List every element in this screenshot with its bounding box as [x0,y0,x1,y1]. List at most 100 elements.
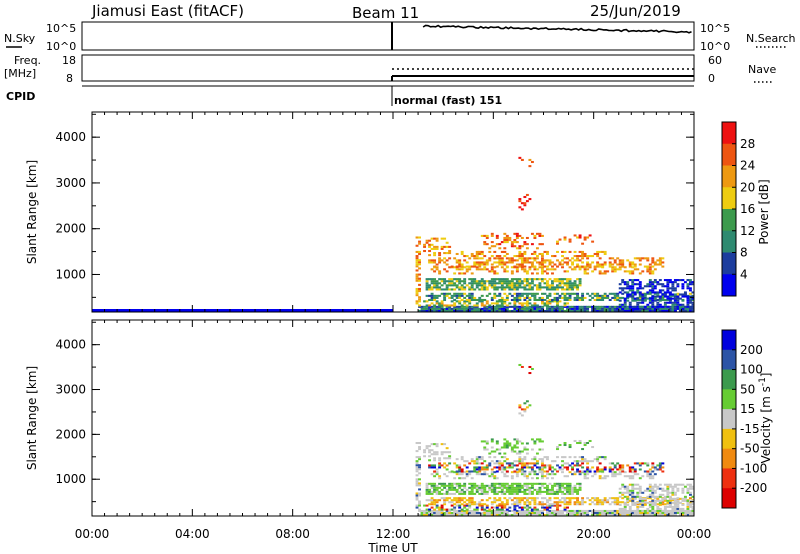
power-cell [591,305,595,308]
velocity-cell [458,473,462,476]
velocity-cell [571,513,574,516]
power-cell [673,307,677,310]
velocity-cell [523,490,527,493]
velocity-cell [430,497,434,500]
power-cell [490,286,494,289]
power-cell [608,298,612,302]
velocity-cell [538,509,542,512]
velocity-cell [485,506,489,509]
velocity-cell [480,499,484,502]
power-cell [515,307,519,310]
power-cell [498,243,502,246]
velocity-cell [530,508,534,511]
velocity-cell [551,460,554,463]
power-cell [591,270,595,273]
velocity-cell [470,470,474,473]
power-cell [505,294,509,297]
velocity-cell [428,445,432,448]
colorbar-tick-label: 16 [740,202,755,216]
power-cell [688,281,692,284]
power-cell [601,307,605,310]
velocity-cell [500,484,504,487]
velocity-cell [533,499,537,502]
velocity-cell [668,495,672,498]
velocity-cell [603,475,607,478]
power-cell [561,266,564,269]
power-cell [553,280,557,283]
power-cell [510,259,514,262]
velocity-cell [551,470,554,473]
velocity-cell [628,497,632,500]
velocity-cell [435,513,439,516]
power-cell [656,281,660,284]
velocity-cell [601,468,605,471]
velocity-cell [525,511,529,514]
power-cell [505,252,509,256]
power-cell [688,309,692,312]
velocity-cell [528,404,532,407]
velocity-cell [601,477,605,480]
power-cell [535,261,539,264]
velocity-cell [533,488,537,491]
velocity-cell [691,505,695,508]
power-cell [455,309,459,312]
velocity-cell [468,499,472,502]
velocity-cell [453,471,457,474]
velocity-cell [538,513,542,516]
velocity-cell [523,470,527,473]
power-cell [453,298,457,302]
power-cell [430,286,434,289]
power-cell [480,268,484,271]
velocity-cell [548,506,552,509]
power-cell [505,280,509,283]
power-cell [513,255,517,258]
y-tick-label: 2000 [55,427,86,441]
power-cell [583,236,587,239]
velocity-cell [475,460,479,463]
velocity-cell [540,482,544,485]
power-cell [468,309,472,312]
velocity-cell [453,492,457,495]
velocity-cell [581,511,585,514]
power-cell [518,250,522,253]
velocity-cell [631,491,635,494]
power-cell [520,202,524,205]
power-cell [538,298,542,302]
velocity-cell [628,483,632,486]
velocity-cell [646,473,650,476]
power-cell [578,298,582,302]
power-cell [520,245,524,248]
velocity-cell [433,459,437,462]
velocity-cell [443,511,447,514]
power-cell [445,263,449,266]
power-cell [488,250,492,253]
velocity-cell [535,466,539,469]
power-cell [561,250,564,253]
power-cell [540,259,544,262]
power-cell [473,282,477,285]
power-cell [480,257,484,260]
velocity-cell [641,475,645,478]
power-cell [571,292,574,295]
power-cell [533,302,537,305]
velocity-cell [656,485,660,488]
power-cell [651,257,655,260]
velocity-cell [546,506,549,509]
power-cell [601,298,605,302]
velocity-cell [586,511,590,514]
power-cell [515,286,519,289]
power-cell [475,302,479,305]
velocity-cell [448,513,452,516]
velocity-cell [566,475,569,478]
power-cell [633,268,637,271]
power-cell [503,292,507,295]
power-cell [558,296,562,299]
power-cell [681,307,685,310]
velocity-cell [553,492,557,495]
power-cell [638,291,642,294]
power-cell [453,282,457,285]
power-cell [503,298,507,302]
velocity-cell [596,509,600,512]
velocity-cell [566,492,569,495]
power-cell [498,280,502,283]
